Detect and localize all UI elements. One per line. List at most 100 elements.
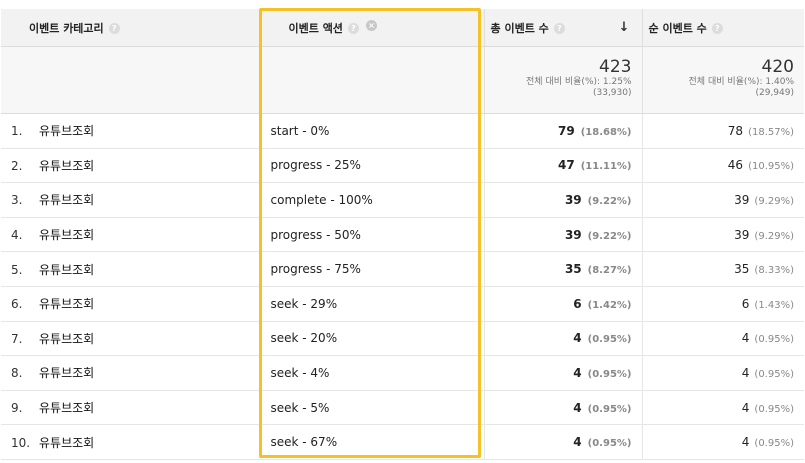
table-row: 4. 유튜브조회 progress - 50% 39 (9.22%) 39 (9.29%) <box>1 217 804 253</box>
header-row: 이벤트 카테고리? 이벤트 액션? × 총 이벤트 수? ↓ 순 이벤트 수? <box>1 9 804 47</box>
total-events-cell: 35 (8.27%) <box>484 251 643 287</box>
unique-events-percent: (1.43%) <box>754 299 794 311</box>
total-events-value: 79 <box>558 123 575 138</box>
event-action-link[interactable]: start - 0% <box>270 123 330 138</box>
table-row: 1. 유튜브조회 start - 0% 79 (18.68%) 78 (18.57%) <box>1 113 804 149</box>
event-action-link[interactable]: seek - 5% <box>270 400 330 415</box>
total-events-percent: (8.27%) <box>587 265 632 277</box>
unique-events-value: 39 <box>734 227 750 242</box>
row-rank: 8. <box>11 366 23 381</box>
total-events-value: 4 <box>573 435 582 450</box>
total-events-cell: 39 (9.22%) <box>484 182 643 218</box>
help-icon[interactable]: ? <box>711 23 723 34</box>
event-action-link[interactable]: progress - 50% <box>270 227 361 242</box>
event-action-cell: progress - 25% <box>260 148 485 184</box>
help-icon[interactable]: ? <box>347 23 359 34</box>
event-action-link[interactable]: progress - 25% <box>270 158 361 173</box>
help-icon[interactable]: ? <box>553 23 565 34</box>
total-events-value: 4 <box>573 365 582 380</box>
row-rank: 9. <box>11 401 23 416</box>
remove-dimension-icon[interactable]: × <box>365 19 377 31</box>
summary-total-value: 423 <box>599 57 632 77</box>
unique-events-value: 4 <box>741 400 750 415</box>
row-rank: 2. <box>11 158 23 173</box>
table-row: 9. 유튜브조회 seek - 5% 4 (0.95%) 4 (0.95%) <box>1 390 804 426</box>
event-category-cell: 2. 유튜브조회 <box>1 148 261 184</box>
summary-unique-value: 420 <box>761 57 794 77</box>
unique-events-value: 4 <box>741 435 750 450</box>
event-category-link[interactable]: 유튜브조회 <box>39 435 95 450</box>
event-action-cell: seek - 4% <box>260 355 485 391</box>
total-events-value: 39 <box>564 227 582 242</box>
event-action-link[interactable]: complete - 100% <box>270 192 373 207</box>
total-events-value: 4 <box>573 331 582 346</box>
event-action-cell: progress - 75% <box>260 251 485 287</box>
column-header-total-events[interactable]: 총 이벤트 수? ↓ <box>484 9 643 47</box>
total-events-percent: (0.95%) <box>587 438 632 450</box>
row-rank: 3. <box>11 193 23 208</box>
event-report-table: 이벤트 카테고리? 이벤트 액션? × 총 이벤트 수? ↓ 순 이벤트 수? <box>1 9 804 460</box>
event-action-link[interactable]: seek - 20% <box>270 331 338 346</box>
event-category-cell: 9. 유튜브조회 <box>1 390 261 426</box>
total-events-cell: 79 (18.68%) <box>484 113 643 149</box>
column-header-unique-events[interactable]: 순 이벤트 수? <box>642 9 804 47</box>
event-category-link[interactable]: 유튜브조회 <box>39 331 95 346</box>
event-action-cell: complete - 100% <box>260 182 485 218</box>
unique-events-percent: (0.95%) <box>754 368 794 380</box>
event-action-cell: seek - 5% <box>260 390 485 426</box>
event-action-cell: seek - 20% <box>260 321 485 357</box>
event-category-cell: 10. 유튜브조회 <box>1 424 261 460</box>
event-category-link[interactable]: 유튜브조회 <box>39 228 95 243</box>
summary-unique-percent: 전체 대비 비율(%): 1.40% <box>688 77 794 87</box>
unique-events-cell: 4 (0.95%) <box>642 355 804 391</box>
table-row: 10. 유튜브조회 seek - 67% 4 (0.95%) 4 (0.95%) <box>1 424 804 460</box>
unique-events-percent: (0.95%) <box>754 438 794 450</box>
unique-events-cell: 4 (0.95%) <box>642 321 804 357</box>
unique-events-value: 4 <box>741 365 750 380</box>
event-category-link[interactable]: 유튜브조회 <box>39 158 95 173</box>
row-rank: 5. <box>11 262 23 277</box>
total-events-cell: 47 (11.11%) <box>484 148 643 184</box>
event-category-link[interactable]: 유튜브조회 <box>39 124 95 139</box>
total-events-percent: (0.95%) <box>587 334 632 346</box>
unique-events-value: 6 <box>741 296 750 311</box>
unique-events-percent: (8.33%) <box>754 265 794 277</box>
row-rank: 1. <box>11 124 23 139</box>
unique-events-percent: (0.95%) <box>754 403 794 415</box>
table-row: 2. 유튜브조회 progress - 25% 47 (11.11%) 46 (10.95%… <box>1 148 804 184</box>
event-category-cell: 6. 유튜브조회 <box>1 286 261 322</box>
unique-events-cell: 4 (0.95%) <box>642 424 804 460</box>
event-category-link[interactable]: 유튜브조회 <box>39 401 95 416</box>
event-action-link[interactable]: seek - 29% <box>270 296 338 311</box>
total-events-percent: (0.95%) <box>587 403 632 415</box>
table-row: 5. 유튜브조회 progress - 75% 35 (8.27%) 35 (8.33%) <box>1 251 804 287</box>
event-action-link[interactable]: progress - 75% <box>270 262 361 277</box>
event-action-link[interactable]: seek - 4% <box>270 365 330 380</box>
total-events-value: 35 <box>564 262 582 277</box>
sort-descending-icon[interactable]: ↓ <box>618 19 630 35</box>
unique-events-cell: 39 (9.29%) <box>642 217 804 253</box>
unique-events-percent: (10.95%) <box>748 161 794 173</box>
unique-events-cell: 46 (10.95%) <box>642 148 804 184</box>
event-action-cell: seek - 67% <box>260 424 485 460</box>
summary-total-events: 423 전체 대비 비율(%): 1.25% (33,930) <box>484 46 643 114</box>
table-row: 3. 유튜브조회 complete - 100% 39 (9.22%) 39 (9.29%) <box>1 182 804 218</box>
event-category-link[interactable]: 유튜브조회 <box>39 297 95 312</box>
column-header-event-action[interactable]: 이벤트 액션? × <box>260 9 485 47</box>
total-events-value: 47 <box>558 158 575 173</box>
column-header-event-category[interactable]: 이벤트 카테고리? <box>1 9 261 47</box>
event-category-link[interactable]: 유튜브조회 <box>39 366 95 381</box>
event-action-cell: progress - 50% <box>260 217 485 253</box>
summary-unique-events: 420 전체 대비 비율(%): 1.40% (29,949) <box>642 46 804 114</box>
event-category-link[interactable]: 유튜브조회 <box>39 262 95 277</box>
event-category-link[interactable]: 유튜브조회 <box>39 193 95 208</box>
event-action-link[interactable]: seek - 67% <box>270 435 338 450</box>
total-events-value: 39 <box>564 192 582 207</box>
row-rank: 6. <box>11 297 23 312</box>
total-events-value: 4 <box>573 400 582 415</box>
total-events-cell: 4 (0.95%) <box>484 390 643 426</box>
total-events-percent: (9.22%) <box>587 230 632 242</box>
unique-events-cell: 6 (1.43%) <box>642 286 804 322</box>
help-icon[interactable]: ? <box>108 23 120 34</box>
